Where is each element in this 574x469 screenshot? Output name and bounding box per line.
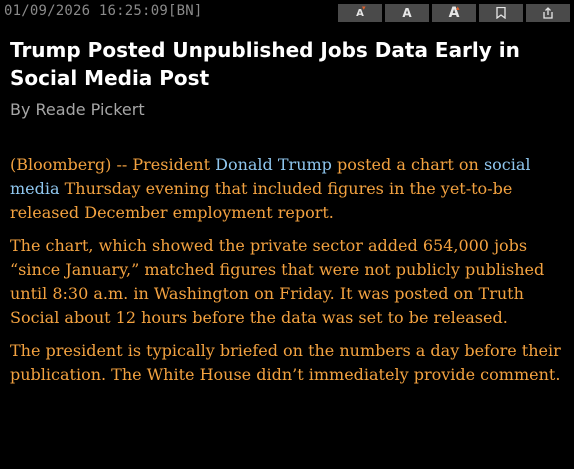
donald-trump-link[interactable]: Donald Trump	[215, 155, 332, 174]
p1-text-start: (Bloomberg) -- President	[10, 155, 216, 174]
increase-marker: ▴	[456, 4, 460, 12]
default-font-button[interactable]: A	[385, 4, 429, 22]
bookmark-icon	[496, 7, 506, 19]
top-bar: 01/09/2026 16:25:09[BN] A ▾ A A ▴	[0, 0, 574, 24]
share-icon	[543, 7, 553, 19]
story-timestamp: 01/09/2026 16:25:09[BN]	[4, 3, 202, 19]
bookmark-button[interactable]	[479, 4, 523, 22]
story-byline: By Reade Pickert	[10, 100, 145, 119]
decrease-marker: ▾	[362, 4, 366, 12]
paragraph-3: The president is typically briefed on th…	[10, 341, 561, 384]
paragraph-2: The chart, which showed the private sect…	[10, 236, 545, 327]
toolbar: A ▾ A A ▴	[338, 4, 570, 22]
increase-font-label: A	[448, 5, 460, 21]
share-button[interactable]	[526, 4, 570, 22]
social-media-link[interactable]: social media	[10, 155, 531, 198]
increase-font-button[interactable]: A ▴	[432, 4, 476, 22]
timestamp-value: 01/09/2026 16:25:09	[4, 3, 168, 19]
p1-text-end: Thursday evening that included figures i…	[10, 179, 513, 222]
decrease-font-button[interactable]: A ▾	[338, 4, 382, 22]
decrease-font-label: A	[356, 7, 364, 19]
article-body: (Bloomberg) -- President Donald Trump po…	[10, 153, 566, 396]
story-headline: Trump Posted Unpublished Jobs Data Early…	[10, 38, 520, 90]
p1-text-middle: posted a chart on	[331, 155, 484, 174]
default-font-label: A	[402, 6, 412, 20]
source-code: [BN]	[167, 3, 203, 19]
paragraph-1: (Bloomberg) -- President Donald Trump po…	[10, 153, 566, 225]
